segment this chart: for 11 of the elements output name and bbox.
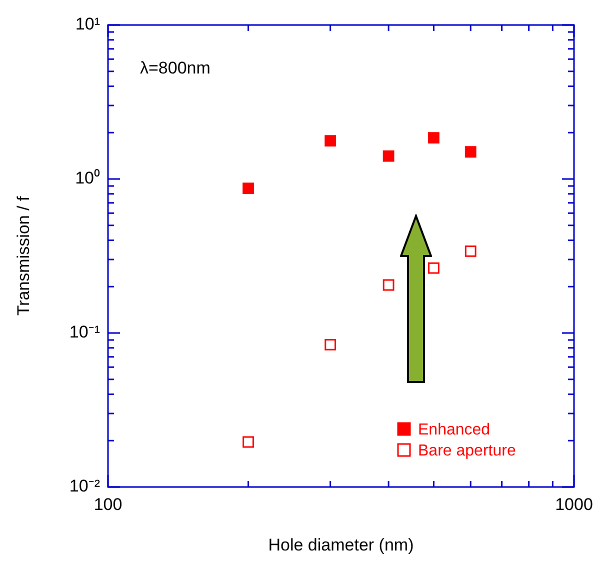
- legend-label: Bare aperture: [418, 442, 516, 460]
- y-tick-label: 10⁰: [75, 168, 100, 188]
- x-axis-title: Hole diameter (nm): [268, 535, 414, 554]
- annotation: λ=800nm: [140, 58, 210, 78]
- y-axis-title: Transmission / f: [14, 196, 33, 316]
- x-tick-label: 100: [94, 494, 122, 514]
- legend-label: Enhanced: [418, 421, 490, 438]
- x-tick-label: 1000: [555, 494, 593, 514]
- y-tick-label: 10⁻¹: [69, 322, 100, 342]
- y-tick-label: 10¹: [75, 14, 100, 34]
- y-tick-label: 10⁻²: [69, 476, 100, 496]
